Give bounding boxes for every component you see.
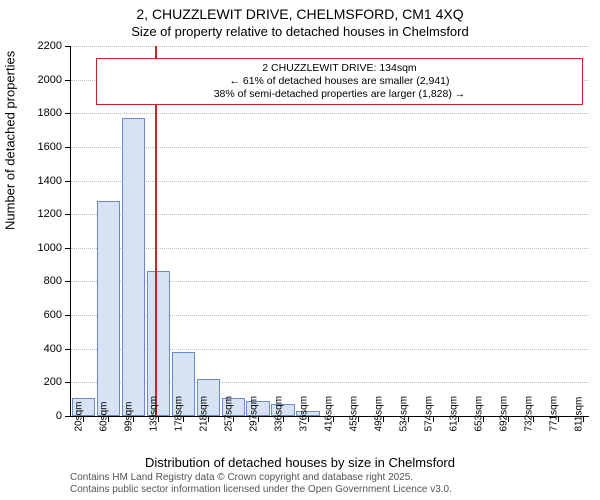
y-tick-label: 1800 <box>22 107 62 119</box>
y-tick <box>65 181 71 182</box>
y-tick-label: 1600 <box>22 141 62 153</box>
y-tick-label: 400 <box>22 343 62 355</box>
y-tick-label: 1000 <box>22 242 62 254</box>
y-tick <box>65 46 71 47</box>
y-tick-label: 600 <box>22 309 62 321</box>
annotation-line-1: 2 CHUZZLEWIT DRIVE: 134sqm <box>103 62 576 75</box>
chart-title-sub: Size of property relative to detached ho… <box>0 24 600 39</box>
y-tick-label: 0 <box>22 410 62 422</box>
gridline <box>71 214 589 215</box>
chart-title-main: 2, CHUZZLEWIT DRIVE, CHELMSFORD, CM1 4XQ <box>0 6 600 22</box>
gridline <box>71 181 589 182</box>
y-tick <box>65 416 71 417</box>
y-tick-label: 2000 <box>22 74 62 86</box>
annotation-line-2: ← 61% of detached houses are smaller (2,… <box>103 75 576 88</box>
annotation-line-3: 38% of semi-detached properties are larg… <box>103 88 576 101</box>
footer-line-2: Contains public sector information licen… <box>70 484 452 496</box>
histogram-bar <box>122 118 145 416</box>
plot-area: 2 CHUZZLEWIT DRIVE: 134sqm ← 61% of deta… <box>70 46 589 417</box>
y-tick <box>65 248 71 249</box>
gridline <box>71 113 589 114</box>
gridline <box>71 248 589 249</box>
y-tick <box>65 80 71 81</box>
histogram-bar <box>147 271 170 416</box>
annotation-box: 2 CHUZZLEWIT DRIVE: 134sqm ← 61% of deta… <box>96 58 583 105</box>
y-tick-label: 1200 <box>22 208 62 220</box>
gridline <box>71 147 589 148</box>
y-tick-label: 2200 <box>22 40 62 52</box>
y-tick <box>65 382 71 383</box>
chart-footer: Contains HM Land Registry data © Crown c… <box>70 472 452 496</box>
y-tick <box>65 214 71 215</box>
histogram-bar <box>97 201 120 416</box>
y-tick-label: 200 <box>22 376 62 388</box>
y-tick <box>65 281 71 282</box>
y-tick <box>65 349 71 350</box>
y-tick <box>65 147 71 148</box>
y-tick-label: 800 <box>22 275 62 287</box>
y-tick <box>65 113 71 114</box>
y-tick-label: 1400 <box>22 175 62 187</box>
y-axis-title: Number of detached properties <box>3 51 18 230</box>
x-axis-title: Distribution of detached houses by size … <box>0 455 600 470</box>
gridline <box>71 46 589 47</box>
footer-line-1: Contains HM Land Registry data © Crown c… <box>70 472 452 484</box>
y-tick <box>65 315 71 316</box>
